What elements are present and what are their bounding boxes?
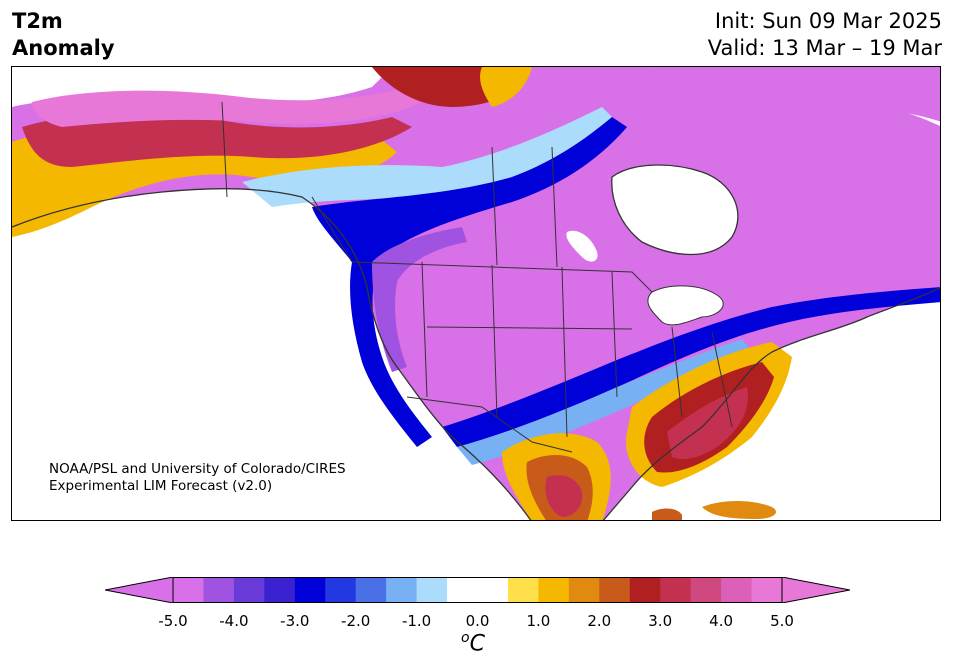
colorbar-segments xyxy=(173,577,783,603)
cold-band-core xyxy=(312,117,627,447)
colorbar-segment xyxy=(477,577,509,603)
colorbar-segment xyxy=(690,577,722,603)
us-canada-border xyxy=(351,261,653,293)
colorbar-tick-label: 5.0 xyxy=(770,612,794,630)
colorbar-tick-label: 4.0 xyxy=(709,612,734,630)
colorbar-segment xyxy=(660,577,692,603)
colorbar-segment xyxy=(751,577,783,603)
forecast-dates: Init: Sun 09 Mar 2025 Valid: 13 Mar – 19… xyxy=(708,8,942,62)
title-variable: T2m xyxy=(12,9,63,33)
colorbar-segment xyxy=(233,577,265,603)
colorbar-tick-label: -3.0 xyxy=(280,612,310,630)
colorbar-tick-label: 0.0 xyxy=(465,612,490,630)
colorbar-extend-high xyxy=(781,577,850,603)
credit-line-2: Experimental LIM Forecast (v2.0) xyxy=(49,478,273,494)
colorbar-segment xyxy=(325,577,357,603)
colorbar-segment xyxy=(599,577,631,603)
colorbar-tick-label: 2.0 xyxy=(587,612,612,630)
colorbar-tick-label: -5.0 xyxy=(158,612,188,630)
political-borders xyxy=(221,101,733,453)
map-canvas xyxy=(12,67,940,520)
lake-winnipeg xyxy=(566,230,598,262)
alaska-warm-red xyxy=(22,112,412,167)
colorbar-segment xyxy=(203,577,235,603)
arctic-warm-yellow xyxy=(480,67,532,107)
colorbar-segment xyxy=(507,577,539,603)
caribbean-warm xyxy=(702,501,777,519)
unit-base: C xyxy=(469,631,485,657)
colorbar-segment xyxy=(355,577,387,603)
colorbar-segment xyxy=(629,577,661,603)
forecast-credit: NOAA/PSL and University of Colorado/CIRE… xyxy=(49,461,346,495)
us-mexico-border xyxy=(406,396,573,453)
colorbar-extend-low xyxy=(105,577,174,603)
colorbar-tick-label: -1.0 xyxy=(401,612,432,630)
colorbar-segment xyxy=(416,577,448,603)
unit-degree: o xyxy=(461,630,470,646)
colorbar-tick-label: -4.0 xyxy=(219,612,249,630)
colorbar-tick-label: 3.0 xyxy=(648,612,673,630)
colorbar-segment xyxy=(264,577,296,603)
map-title: T2m Anomaly xyxy=(12,8,115,62)
alaska-border xyxy=(221,101,228,198)
alaska-warm-pink xyxy=(32,87,422,127)
mexico-warm-rose xyxy=(545,475,583,517)
cold-band-light xyxy=(242,107,617,207)
credit-line-1: NOAA/PSL and University of Colorado/CIRE… xyxy=(49,461,346,477)
hudson-bay xyxy=(611,165,738,255)
title-type: Anomaly xyxy=(12,36,115,60)
colorbar-segment xyxy=(721,577,753,603)
arctic-cold-region xyxy=(652,67,940,122)
colorbar xyxy=(105,577,850,603)
colorbar-segment xyxy=(538,577,570,603)
great-lakes xyxy=(647,285,724,326)
yucatan-warm xyxy=(652,508,682,520)
coastlines xyxy=(12,164,940,520)
colorbar-segment xyxy=(294,577,326,603)
colorbar-tick-labels: -5.0 -4.0 -3.0 -2.0 -1.0 0.0 1.0 2.0 3.0 4.0 5.0 xyxy=(0,612,954,632)
colorbar-segment xyxy=(173,577,204,603)
colorbar-segment xyxy=(568,577,600,603)
colorbar-outline xyxy=(172,577,783,603)
valid-range: Valid: 13 Mar – 19 Mar xyxy=(707,36,942,60)
colorbar-segment xyxy=(386,577,418,603)
colorbar-segment xyxy=(447,577,478,603)
colorbar-unit: oC xyxy=(461,630,485,656)
colorbar-tick-label: 1.0 xyxy=(526,612,551,630)
anomaly-map xyxy=(11,66,941,521)
init-date: Init: Sun 09 Mar 2025 xyxy=(714,9,942,33)
colorbar-tick-label: -2.0 xyxy=(341,612,371,630)
southeast-cool-band xyxy=(457,339,752,465)
